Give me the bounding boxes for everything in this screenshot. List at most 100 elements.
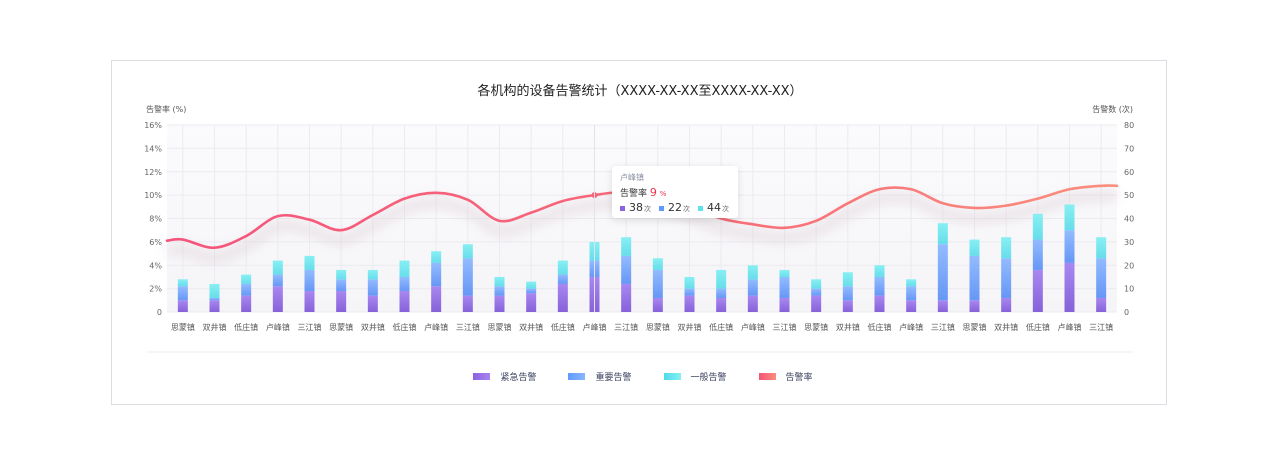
x-tick-label: 思蒙镇 <box>171 322 195 332</box>
bar-general <box>431 251 442 263</box>
right-tick-label: 70 <box>1124 144 1134 153</box>
x-tick-label: 卢峰镇 <box>1058 322 1082 332</box>
bar-urgent <box>209 300 220 312</box>
bar-important <box>1064 230 1075 263</box>
tooltip-counts: 38次 22次 44次 <box>620 201 730 214</box>
bar-urgent <box>304 290 315 312</box>
x-tick-label: 双井镇 <box>203 322 227 332</box>
bar-general <box>1096 237 1107 259</box>
bar-urgent <box>969 300 980 312</box>
bar-important <box>716 288 727 298</box>
bar-important <box>811 288 822 296</box>
legend: 紧急告警 重要告警 一般告警 告警率 <box>0 370 1280 383</box>
bar-urgent <box>874 295 885 312</box>
bar-important <box>209 297 220 301</box>
bar-important <box>241 283 252 296</box>
x-tick-label: 三江镇 <box>614 322 638 332</box>
right-tick-label: 0 <box>1124 308 1129 317</box>
x-tick-label: 卢峰镇 <box>583 322 607 332</box>
bar-important <box>1096 258 1107 298</box>
left-axis-label: 告警率 (%) <box>146 104 186 114</box>
bar-urgent <box>1064 262 1075 312</box>
left-tick-label: 12% <box>144 168 162 177</box>
bar-important <box>272 274 283 287</box>
bar-general <box>526 281 537 289</box>
bar-general <box>399 260 410 277</box>
bar-important <box>304 269 315 291</box>
bar-urgent <box>557 283 568 312</box>
left-tick-label: 16% <box>144 121 162 130</box>
bar-urgent <box>906 300 917 312</box>
x-tick-label: 低庄镇 <box>551 322 575 332</box>
bar-important <box>1001 258 1012 298</box>
x-tick-label: 三江镇 <box>456 322 480 332</box>
bar-urgent <box>1096 297 1107 312</box>
bar-general <box>621 237 632 256</box>
bar-urgent <box>526 293 537 312</box>
bar-urgent <box>462 295 473 312</box>
x-tick-label: 卢峰镇 <box>266 322 290 332</box>
left-tick-label: 0 <box>157 308 162 317</box>
bar-important <box>621 255 632 284</box>
bar-general <box>969 239 980 256</box>
bar-urgent <box>177 300 188 312</box>
bar-important <box>1032 239 1043 270</box>
x-tick-label: 思蒙镇 <box>804 322 828 332</box>
chart-title: 各机构的设备告警统计（XXXX-XX-XX至XXXX-XX-XX） <box>477 83 802 99</box>
bar-important <box>747 279 758 296</box>
bar-general <box>652 258 663 270</box>
x-tick-label: 低庄镇 <box>393 322 417 332</box>
right-tick-label: 30 <box>1124 238 1134 247</box>
bar-urgent <box>399 290 410 312</box>
bar-urgent <box>1032 269 1043 312</box>
legend-item-urgent[interactable]: 紧急告警 <box>473 370 536 383</box>
legend-item-general[interactable]: 一般告警 <box>663 370 727 383</box>
bar-important <box>367 279 378 296</box>
x-tick-label: 双井镇 <box>678 322 702 332</box>
bar-urgent <box>1001 297 1012 312</box>
bar-urgent <box>811 295 822 312</box>
bar-urgent <box>494 295 505 312</box>
x-tick-label: 思蒙镇 <box>963 322 987 332</box>
x-tick-label: 卢峰镇 <box>424 322 448 332</box>
tooltip-rate: 告警率 9 % <box>620 186 667 199</box>
bar-urgent <box>684 295 695 312</box>
right-tick-label: 10 <box>1124 285 1134 294</box>
bar-urgent <box>367 295 378 312</box>
left-tick-label: 14% <box>144 144 162 153</box>
bar-urgent <box>272 286 283 312</box>
x-tick-label: 思蒙镇 <box>329 322 353 332</box>
bar-important <box>494 286 505 296</box>
bar-important <box>969 255 980 301</box>
bar-important <box>874 276 885 296</box>
x-tick-label: 三江镇 <box>1089 322 1113 332</box>
bar-important <box>842 286 853 301</box>
right-tick-label: 60 <box>1124 168 1134 177</box>
legend-item-important[interactable]: 重要告警 <box>568 370 632 383</box>
tooltip-title: 卢峰镇 <box>620 173 644 182</box>
bar-general <box>304 255 315 270</box>
bar-general <box>779 269 790 277</box>
bar-general <box>716 269 727 289</box>
bar-important <box>177 286 188 301</box>
legend-item-rate[interactable]: 告警率 <box>758 370 813 383</box>
bar-urgent <box>716 297 727 312</box>
bar-important <box>399 276 410 291</box>
bar-important <box>684 288 695 296</box>
bar-general <box>842 272 853 287</box>
bar-general <box>1001 237 1012 259</box>
bar-general <box>272 260 283 275</box>
x-tick-label: 低庄镇 <box>1026 322 1050 332</box>
x-tick-label: 低庄镇 <box>234 322 258 332</box>
right-tick-label: 50 <box>1124 191 1134 200</box>
x-tick-label: 三江镇 <box>931 322 955 332</box>
x-tick-label: 思蒙镇 <box>646 322 670 332</box>
x-tick-label: 双井镇 <box>836 322 860 332</box>
left-tick-label: 8% <box>149 215 162 224</box>
x-tick-label: 卢峰镇 <box>899 322 923 332</box>
bar-general <box>336 269 347 280</box>
right-tick-label: 40 <box>1124 215 1134 224</box>
left-tick-label: 10% <box>144 191 162 200</box>
bar-general <box>462 244 473 259</box>
